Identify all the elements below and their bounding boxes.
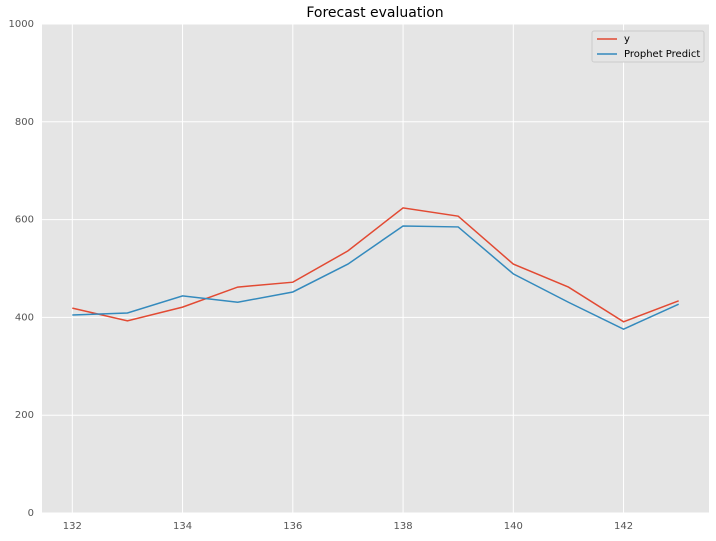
x-tick-label: 140 bbox=[504, 521, 523, 532]
x-tick-label: 136 bbox=[283, 521, 302, 532]
legend-box bbox=[591, 30, 705, 63]
y-tick-label: 600 bbox=[15, 215, 34, 226]
series-line bbox=[72, 207, 679, 323]
chart-title: Forecast evaluation bbox=[306, 5, 443, 21]
y-tick-label: 0 bbox=[28, 508, 34, 519]
y-tick-label: 800 bbox=[15, 117, 34, 128]
legend-label: y bbox=[624, 34, 630, 45]
y-tick-label: 200 bbox=[15, 410, 34, 421]
x-tick-label: 134 bbox=[173, 521, 192, 532]
x-tick-label: 132 bbox=[63, 521, 82, 532]
y-tick-label: 1000 bbox=[9, 19, 34, 30]
x-tick-label: 138 bbox=[394, 521, 413, 532]
plot-area bbox=[42, 24, 709, 513]
legend-label: Prophet Predict bbox=[624, 49, 700, 60]
series-line bbox=[72, 225, 679, 330]
x-tick-label: 142 bbox=[614, 521, 633, 532]
y-tick-label: 400 bbox=[15, 312, 34, 323]
